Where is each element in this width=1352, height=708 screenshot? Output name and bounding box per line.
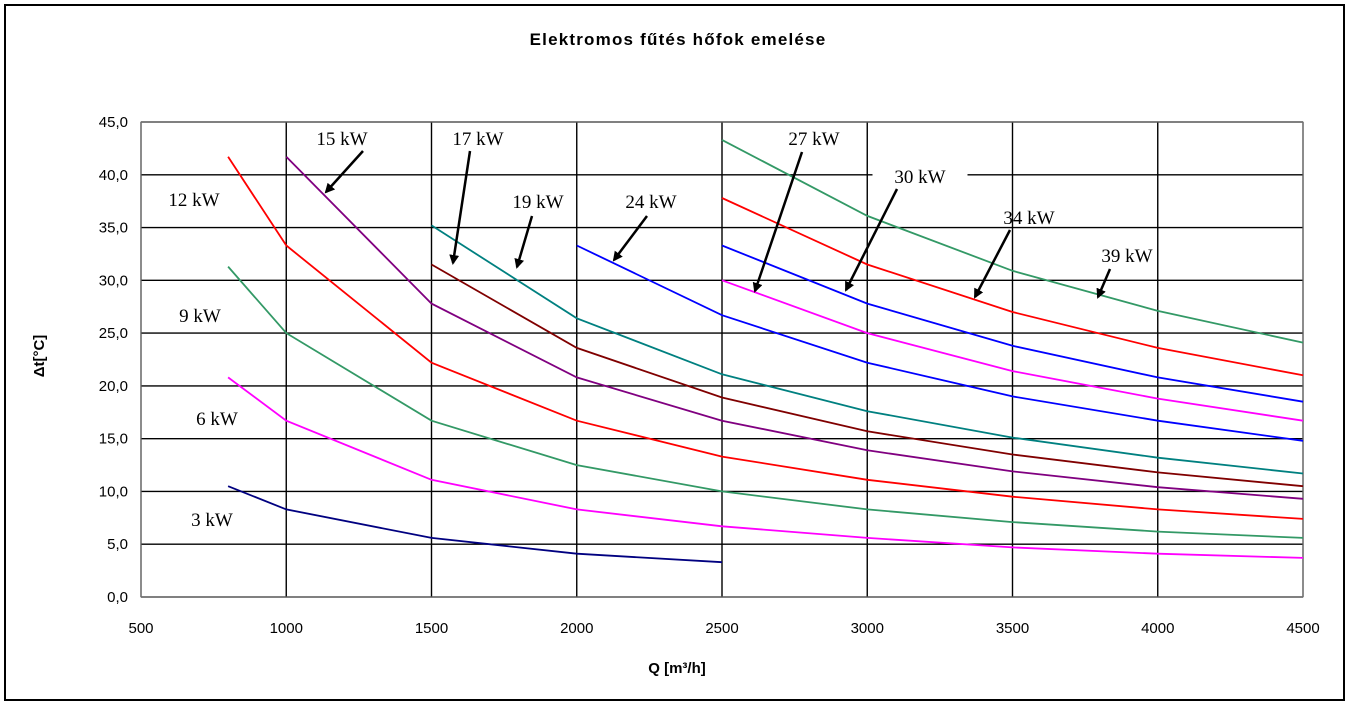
label-background bbox=[872, 163, 968, 193]
series-label: 30 kW bbox=[894, 167, 945, 188]
series-line-3kw bbox=[227, 485, 723, 564]
series-label: 12 kW bbox=[168, 190, 219, 211]
series-line-15kw bbox=[285, 156, 1304, 500]
x-tick-label: 2500 bbox=[705, 620, 738, 637]
x-tick-label: 2000 bbox=[560, 620, 593, 637]
series-label: 17 kW bbox=[452, 129, 503, 150]
series-line-12kw bbox=[227, 156, 1304, 520]
y-tick-label: 45,0 bbox=[99, 114, 128, 131]
annotation-arrow bbox=[449, 150, 472, 265]
series-label: 34 kW bbox=[1003, 208, 1054, 229]
y-tick-label: 20,0 bbox=[99, 378, 128, 395]
y-axis-label: Δt[°C] bbox=[31, 335, 48, 378]
chart-frame: 3 kW 6 kW 9 kW 12 kW 15 kW 17 kW 19 kW 24 kW 27 … bbox=[4, 4, 1345, 701]
series-label: 6 kW bbox=[196, 409, 238, 430]
chart-title: Elektromos fűtés hőfok emelése bbox=[530, 30, 827, 49]
series-line-19kw bbox=[431, 224, 1304, 475]
y-tick-label: 40,0 bbox=[99, 167, 128, 184]
annotation-arrow bbox=[1096, 268, 1112, 299]
series-label: 27 kW bbox=[788, 129, 839, 150]
series-label: 3 kW bbox=[191, 510, 233, 531]
tick-labels: 0,0 5,0 10,0 15,0 20,0 25,0 30,0 35,0 40,0 45,0 50… bbox=[99, 114, 1320, 637]
series-line-30kw bbox=[721, 244, 1304, 403]
annotation-arrow bbox=[973, 229, 1012, 299]
annotation-arrow bbox=[752, 151, 804, 293]
series-layer bbox=[227, 139, 1304, 564]
y-tick-label: 15,0 bbox=[99, 431, 128, 448]
annotations-layer: 3 kW 6 kW 9 kW 12 kW 15 kW 17 kW 19 kW 24 kW 27 … bbox=[154, 129, 1153, 536]
series-line-24kw bbox=[576, 244, 1304, 442]
series-line-39kw bbox=[721, 139, 1304, 344]
grid bbox=[140, 121, 1304, 598]
x-axis-label: Q [m³/h] bbox=[648, 660, 706, 677]
annotation-arrow bbox=[612, 215, 648, 262]
series-label: 9 kW bbox=[179, 306, 221, 327]
y-tick-label: 10,0 bbox=[99, 483, 128, 500]
x-tick-label: 3000 bbox=[851, 620, 884, 637]
series-line-17kw bbox=[431, 263, 1304, 488]
annotation-arrow bbox=[324, 150, 364, 194]
label-background bbox=[154, 186, 234, 216]
x-tick-label: 1000 bbox=[270, 620, 303, 637]
series-line-9kw bbox=[227, 266, 1304, 539]
plot-area-border bbox=[140, 121, 1304, 598]
x-tick-label: 3500 bbox=[996, 620, 1029, 637]
x-tick-label: 1500 bbox=[415, 620, 448, 637]
y-tick-label: 5,0 bbox=[107, 536, 128, 553]
annotation-arrow bbox=[844, 188, 899, 292]
series-label: 15 kW bbox=[316, 129, 367, 150]
label-background bbox=[165, 302, 235, 332]
annotation-arrow bbox=[514, 215, 534, 269]
y-tick-label: 30,0 bbox=[99, 272, 128, 289]
label-background bbox=[177, 506, 247, 536]
series-line-34kw bbox=[721, 197, 1304, 377]
y-tick-label: 35,0 bbox=[99, 220, 128, 237]
x-tick-label: 4500 bbox=[1286, 620, 1319, 637]
x-tick-label: 4000 bbox=[1141, 620, 1174, 637]
label-background bbox=[182, 405, 252, 435]
series-label: 39 kW bbox=[1101, 246, 1152, 267]
series-label: 24 kW bbox=[625, 192, 676, 213]
x-tick-label: 500 bbox=[128, 620, 153, 637]
y-tick-label: 0,0 bbox=[107, 589, 128, 606]
series-line-6kw bbox=[227, 376, 1304, 559]
chart-svg: 3 kW 6 kW 9 kW 12 kW 15 kW 17 kW 19 kW 24 kW 27 … bbox=[31, 30, 1320, 677]
series-line-27kw bbox=[721, 279, 1304, 422]
y-tick-label: 25,0 bbox=[99, 325, 128, 342]
series-label: 19 kW bbox=[512, 192, 563, 213]
